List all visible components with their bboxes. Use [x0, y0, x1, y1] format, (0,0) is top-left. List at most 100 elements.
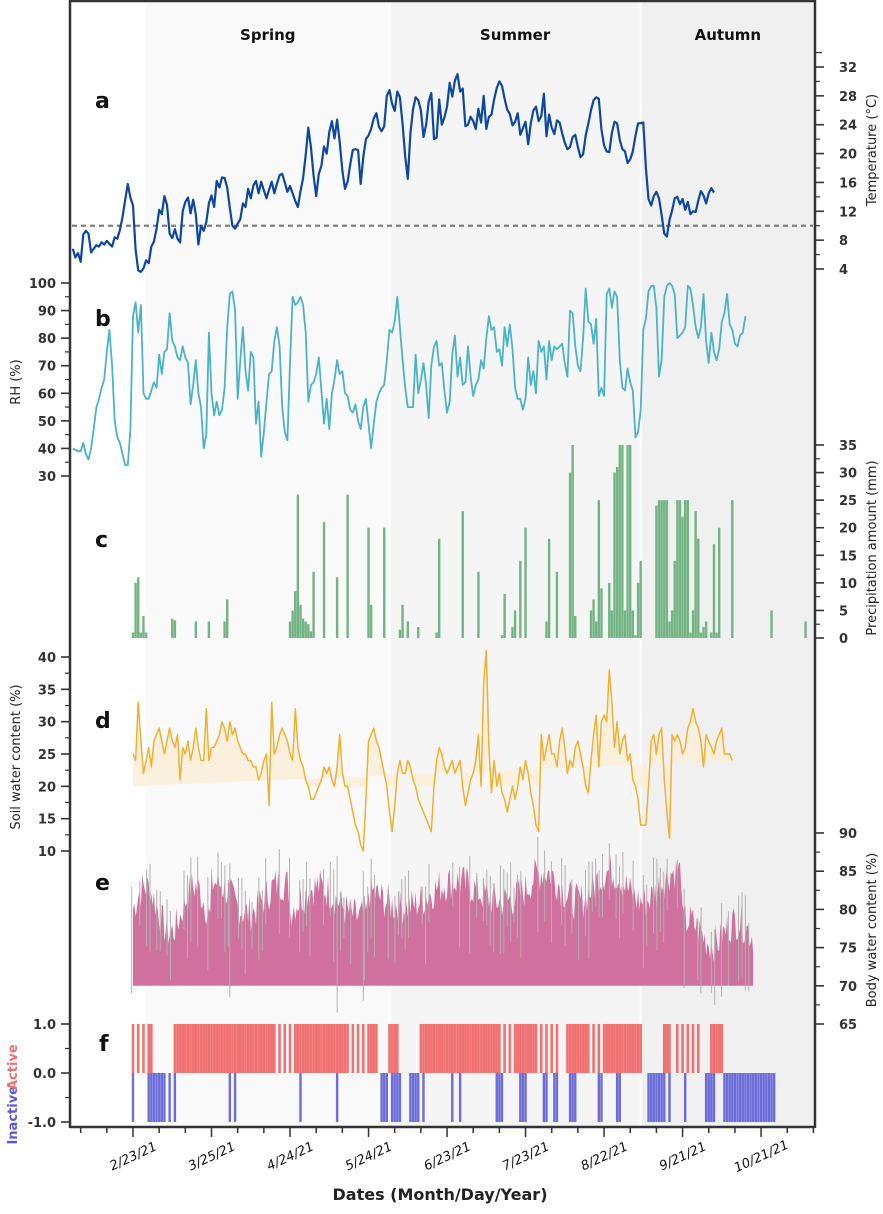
inactive-bar: [759, 1073, 763, 1122]
precipitation-bar: [663, 500, 666, 638]
inactive-bar: [652, 1073, 655, 1122]
inactive-bar: [500, 1073, 504, 1122]
active-bar: [270, 1024, 274, 1073]
active-bar: [639, 1024, 642, 1073]
inactive-bar: [555, 1073, 559, 1122]
precipitation-bar: [715, 632, 718, 638]
active-bar: [532, 1024, 535, 1073]
active-bar: [712, 1024, 716, 1073]
precipitation-bar: [668, 621, 671, 638]
precipitation-bar: [710, 632, 713, 638]
active-bar: [356, 1024, 360, 1073]
inactive-bar: [723, 1073, 726, 1122]
precipitation-bar: [519, 560, 522, 638]
inactive-bar: [398, 1073, 402, 1122]
inactive-bar: [409, 1073, 412, 1122]
soil-water-axis-title: Soil water content (%): [9, 684, 24, 829]
precipitation-bar: [335, 577, 339, 638]
precipitation-bar: [699, 632, 703, 638]
active-bar: [566, 1024, 569, 1073]
inactive-bar: [731, 1073, 734, 1122]
precipitation-bar: [712, 544, 716, 638]
precipitation-bar: [615, 467, 619, 638]
active-bar: [710, 1024, 713, 1073]
active-bar: [477, 1024, 480, 1073]
inactive-bar: [131, 1073, 135, 1122]
inactive-bar: [772, 1073, 776, 1122]
inactive-bar: [495, 1073, 498, 1122]
precipitation-bar: [207, 621, 211, 638]
panel-label-b: b: [95, 307, 111, 332]
precipitation-bar: [691, 610, 695, 638]
active-bar: [241, 1024, 245, 1073]
active-bar: [482, 1024, 485, 1073]
active-bar: [458, 1024, 462, 1073]
active-bar: [309, 1024, 313, 1073]
active-bar: [236, 1024, 239, 1073]
precipitation-bar: [697, 538, 700, 638]
active-bar: [571, 1024, 574, 1073]
precipitation-bar: [511, 626, 514, 638]
inactive-bar: [765, 1073, 768, 1122]
panel-f-activity: [131, 1024, 776, 1122]
y-tick-label-d: 15: [38, 813, 56, 828]
active-bar: [351, 1024, 355, 1073]
inactive-bar: [710, 1073, 713, 1122]
active-bar: [327, 1024, 331, 1073]
inactive-bar: [498, 1073, 501, 1122]
active-bar: [424, 1024, 428, 1073]
active-bar: [432, 1024, 436, 1073]
active-bar: [521, 1024, 525, 1073]
active-bar: [469, 1024, 472, 1073]
precipitation-bar: [568, 472, 572, 638]
y-tick-label-b: 70: [38, 360, 56, 375]
y-tick-label-a: 24: [839, 119, 857, 134]
y-tick-label-a: 4: [839, 263, 848, 278]
inactive-bar: [417, 1073, 420, 1122]
rh-line: [72, 282, 747, 466]
precipitation-bar: [406, 621, 409, 638]
precipitation-bar: [689, 632, 692, 638]
precipitation-bar: [435, 632, 438, 638]
active-bar: [466, 1024, 470, 1073]
active-bar: [717, 1024, 721, 1073]
active-bar: [626, 1024, 629, 1073]
precipitation-bar: [613, 472, 616, 638]
active-bar: [550, 1024, 554, 1073]
active-bar: [388, 1024, 391, 1073]
precipitation-bar: [524, 527, 527, 638]
inactive-bar: [451, 1073, 454, 1122]
active-bar: [464, 1024, 467, 1073]
precipitation-bar: [678, 500, 682, 638]
y-tick-label-b: 80: [38, 332, 56, 347]
y-tick-label-d: 35: [38, 683, 56, 698]
inactive-bar: [746, 1073, 750, 1122]
y-tick-label-d: 20: [38, 780, 56, 795]
precipitation-bar: [131, 632, 135, 638]
active-bar: [508, 1024, 512, 1073]
inactive-bar: [568, 1073, 572, 1122]
precipitation-bar: [291, 610, 294, 638]
active-bar: [390, 1024, 394, 1073]
precipitation-bar: [137, 577, 140, 638]
active-bar: [288, 1024, 292, 1073]
y-tick-label-b: 50: [38, 415, 56, 430]
active-bar: [252, 1024, 255, 1073]
inactive-bar: [299, 1073, 302, 1122]
y-tick-label-c: 5: [839, 604, 848, 619]
y-tick-label-d: 30: [38, 716, 56, 731]
active-bar: [199, 1024, 203, 1073]
inactive-bar: [150, 1073, 153, 1122]
inactive-bar: [155, 1073, 158, 1122]
active-bar: [450, 1024, 454, 1073]
active-bar: [225, 1024, 229, 1073]
soil-water-fill: [133, 650, 733, 787]
precipitation-bar: [139, 632, 143, 638]
y-tick-label-a: 28: [839, 90, 857, 105]
inactive-bar: [152, 1073, 156, 1122]
active-bar: [296, 1024, 300, 1073]
panel-b-relative-humidity: [72, 282, 747, 466]
panel-label-a: a: [95, 89, 110, 114]
active-bar: [136, 1024, 140, 1073]
